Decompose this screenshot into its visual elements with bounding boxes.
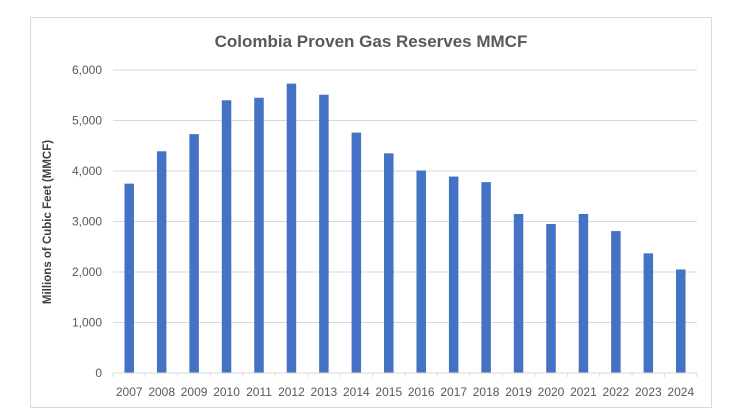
x-tick-label: 2013: [311, 385, 338, 399]
y-tick-label: 1,000: [72, 316, 102, 330]
y-tick-label: 2,000: [72, 265, 102, 279]
bar-2015: [384, 153, 394, 373]
bar-2013: [319, 94, 329, 374]
bar-2008: [156, 151, 167, 373]
bar-2010: [221, 100, 232, 374]
bar-2017: [448, 176, 459, 373]
x-tick-label: 2015: [375, 385, 402, 399]
x-tick-label: 2021: [570, 385, 597, 399]
gridlines: [113, 69, 697, 323]
x-tick-label: 2014: [343, 385, 370, 399]
x-tick-label: 2024: [667, 385, 694, 399]
y-tick-label: 0: [95, 366, 102, 380]
x-axis-ticks: 2007 2008 2009 2010 2011 2012 2013 2014 2015 2016…: [116, 385, 695, 399]
x-tick-label: 2009: [181, 385, 208, 399]
x-axis: [112, 372, 698, 377]
bars: [124, 83, 686, 374]
bar-2023: [643, 253, 654, 373]
y-tick-label: 4,000: [72, 164, 102, 178]
y-tick-label: 6,000: [72, 63, 102, 77]
bar-2019: [513, 213, 524, 373]
bar-2024: [676, 269, 686, 373]
bar-2011: [254, 97, 264, 374]
bar-2021: [578, 213, 589, 373]
x-tick-label: 2008: [148, 385, 175, 399]
x-tick-label: 2018: [473, 385, 500, 399]
bar-2009: [189, 134, 199, 373]
bar-2007: [124, 183, 134, 373]
x-tick-label: 2010: [213, 385, 240, 399]
x-tick-label: 2016: [408, 385, 435, 399]
y-tick-label: 3,000: [72, 215, 102, 229]
bar-2020: [546, 224, 556, 373]
x-tick-label: 2019: [505, 385, 532, 399]
x-tick-label: 2012: [278, 385, 305, 399]
y-tick-label: 5,000: [72, 114, 102, 128]
chart-title: Colombia Proven Gas Reserves MMCF: [214, 32, 528, 51]
x-tick-label: 2022: [603, 385, 630, 399]
x-tick-label: 2017: [440, 385, 467, 399]
bar-2016: [416, 170, 426, 373]
bar-2018: [481, 182, 491, 373]
chart-area: [30, 17, 712, 408]
x-tick-label: 2023: [635, 385, 662, 399]
bar-2022: [611, 231, 621, 373]
bar-2014: [351, 132, 362, 373]
x-tick-label: 2011: [246, 385, 272, 399]
x-tick-label: 2020: [538, 385, 565, 399]
bar-2012: [286, 83, 297, 373]
x-tick-label: 2007: [116, 385, 143, 399]
y-axis-ticks: 0 1,000 2,000 3,000 4,000 5,000 6,000: [72, 63, 102, 380]
